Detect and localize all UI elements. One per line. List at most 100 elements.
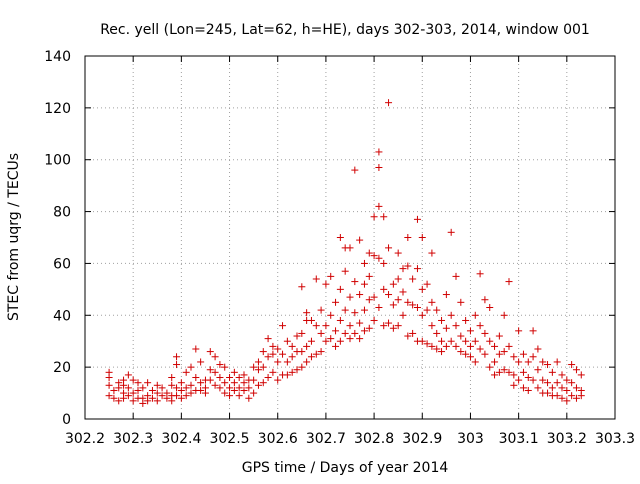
data-point	[399, 288, 407, 296]
data-point	[553, 358, 561, 366]
data-point	[471, 337, 479, 345]
data-point	[399, 265, 407, 273]
data-point	[274, 345, 282, 353]
data-point	[279, 322, 287, 330]
data-point	[394, 296, 402, 304]
data-point	[524, 374, 532, 382]
data-point	[457, 298, 465, 306]
data-point	[105, 381, 113, 389]
data-point	[303, 342, 311, 350]
x-tick-label: 302.2	[65, 431, 105, 447]
data-point	[148, 386, 156, 394]
data-point	[168, 374, 176, 382]
data-point	[250, 363, 258, 371]
data-point	[457, 332, 465, 340]
data-point	[563, 397, 571, 405]
data-point	[105, 374, 113, 382]
data-point	[515, 358, 523, 366]
data-point	[438, 337, 446, 345]
grid-lines	[85, 56, 615, 419]
data-point	[385, 244, 393, 252]
data-point	[158, 384, 166, 392]
data-point	[423, 280, 431, 288]
data-point	[216, 374, 224, 382]
data-point	[144, 397, 152, 405]
data-point	[476, 345, 484, 353]
data-point	[327, 335, 335, 343]
data-point	[365, 324, 373, 332]
data-point	[558, 394, 566, 402]
data-point	[524, 386, 532, 394]
data-point	[375, 304, 383, 312]
data-point	[346, 335, 354, 343]
data-point	[505, 368, 513, 376]
data-point	[148, 394, 156, 402]
data-point	[563, 376, 571, 384]
data-point	[385, 319, 393, 327]
data-point	[230, 386, 238, 394]
x-tick-label: 302.5	[209, 431, 249, 447]
data-point	[375, 148, 383, 156]
data-point	[529, 376, 537, 384]
data-point	[153, 381, 161, 389]
data-point	[370, 252, 378, 260]
x-tick-label: 303	[457, 431, 484, 447]
data-point	[120, 394, 128, 402]
data-point	[317, 306, 325, 314]
x-tick-label: 303.1	[499, 431, 539, 447]
data-point	[360, 306, 368, 314]
data-point	[129, 376, 137, 384]
data-point	[173, 384, 181, 392]
data-point	[462, 337, 470, 345]
data-point	[298, 283, 306, 291]
data-point	[317, 329, 325, 337]
data-point	[529, 327, 537, 335]
data-point	[442, 342, 450, 350]
data-point	[312, 350, 320, 358]
data-point	[139, 384, 147, 392]
y-tick-label: 20	[53, 360, 71, 376]
data-point	[124, 371, 132, 379]
y-tick-label: 140	[44, 49, 71, 65]
data-point	[307, 316, 315, 324]
data-point	[259, 348, 267, 356]
data-point	[134, 379, 142, 387]
data-point	[476, 270, 484, 278]
data-point	[182, 392, 190, 400]
data-point	[413, 304, 421, 312]
data-point	[505, 278, 513, 286]
data-point	[462, 316, 470, 324]
data-point	[380, 285, 388, 293]
data-point	[375, 163, 383, 171]
data-point	[568, 392, 576, 400]
data-point	[394, 249, 402, 257]
data-point	[250, 376, 258, 384]
data-point	[177, 386, 185, 394]
data-point	[264, 335, 272, 343]
data-point	[534, 384, 542, 392]
data-point	[360, 259, 368, 267]
data-point	[360, 327, 368, 335]
data-point	[110, 394, 118, 402]
data-point	[438, 316, 446, 324]
data-point	[466, 353, 474, 361]
data-point	[211, 353, 219, 361]
data-point	[192, 374, 200, 382]
data-point	[327, 311, 335, 319]
data-point	[226, 392, 234, 400]
data-point	[226, 384, 234, 392]
data-point	[221, 363, 229, 371]
data-point	[346, 244, 354, 252]
data-point	[312, 322, 320, 330]
data-point	[433, 329, 441, 337]
data-point	[177, 379, 185, 387]
data-point	[226, 374, 234, 382]
data-point	[418, 285, 426, 293]
data-point	[495, 332, 503, 340]
data-point	[423, 306, 431, 314]
data-point	[534, 345, 542, 353]
data-point	[168, 397, 176, 405]
y-tick-label: 120	[44, 101, 71, 117]
